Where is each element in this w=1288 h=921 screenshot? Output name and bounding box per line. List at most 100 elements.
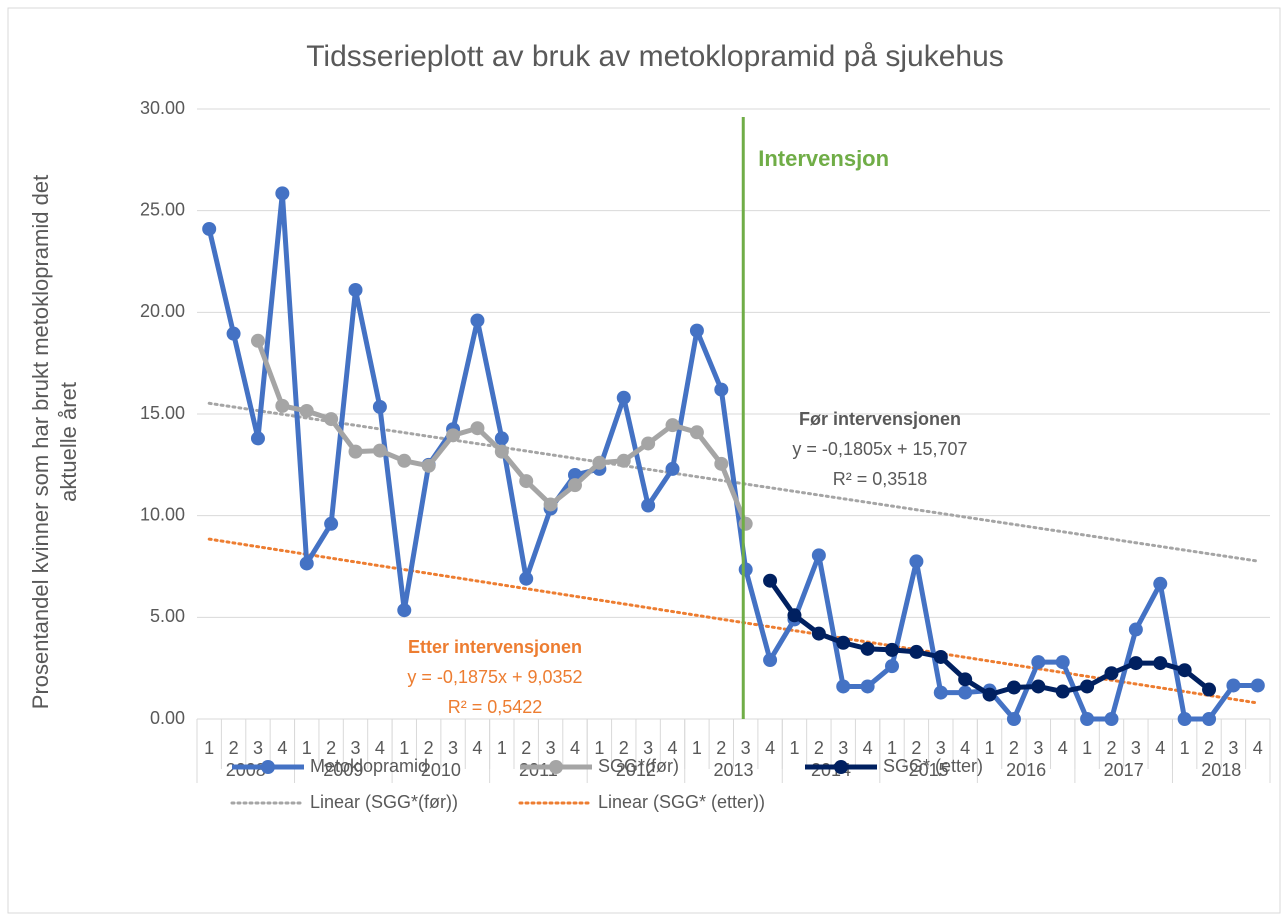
data-point: [348, 282, 363, 297]
annotation: Etter intervensjonen: [408, 637, 582, 657]
annotation: R² = 0,5422: [448, 697, 543, 717]
x-tick-label: 2: [1009, 738, 1019, 758]
x-tick-label: 4: [1058, 738, 1068, 758]
data-point: [1250, 678, 1265, 693]
trendline: [207, 537, 1260, 705]
data-point: [494, 444, 509, 459]
x-tick-label: 2: [619, 738, 629, 758]
x-tick-label: 3: [936, 738, 946, 758]
x-tick-label: 2: [716, 738, 726, 758]
x-tick-label: 1: [399, 738, 409, 758]
data-point: [738, 562, 753, 577]
x-group-label: 2017: [1104, 760, 1144, 780]
legend-label: SGG* (etter): [883, 756, 983, 776]
data-point: [519, 474, 534, 489]
x-group-label: 2015: [909, 760, 949, 780]
x-tick-label: 4: [472, 738, 482, 758]
data-point: [1177, 663, 1192, 678]
data-point: [641, 436, 656, 451]
x-tick-label: 2: [911, 738, 921, 758]
y-tick-label: 25.00: [140, 199, 185, 219]
data-point: [275, 186, 290, 201]
x-tick-label: 2: [521, 738, 531, 758]
legend-marker: [549, 760, 563, 774]
data-point: [616, 390, 631, 405]
data-point: [714, 382, 729, 397]
data-point: [1006, 712, 1021, 726]
data-point: [1104, 666, 1119, 681]
x-tick-label: 1: [204, 738, 214, 758]
legend-label: SGG*(før): [598, 756, 679, 776]
data-point: [372, 443, 387, 458]
data-point: [1080, 679, 1095, 694]
x-tick-label: 4: [1253, 738, 1263, 758]
x-tick-label: 3: [546, 738, 556, 758]
data-point: [689, 323, 704, 338]
data-point: [714, 456, 729, 471]
data-point: [763, 573, 778, 588]
x-tick-label: 1: [692, 738, 702, 758]
data-point: [738, 516, 753, 531]
annotation: R² = 0,3518: [833, 469, 928, 489]
data-point: [592, 455, 607, 470]
data-point: [421, 458, 436, 473]
x-tick-label: 1: [302, 738, 312, 758]
x-tick-label: 4: [668, 738, 678, 758]
x-tick-label: 1: [985, 738, 995, 758]
x-group-label: 2008: [226, 760, 266, 780]
data-point: [1177, 712, 1192, 726]
data-point: [567, 478, 582, 493]
legend-marker: [834, 760, 848, 774]
x-tick-label: 1: [789, 738, 799, 758]
x-tick-label: 4: [375, 738, 385, 758]
data-point: [836, 635, 851, 650]
data-point: [811, 548, 826, 563]
x-group-label: 2013: [713, 760, 753, 780]
x-tick-label: 1: [594, 738, 604, 758]
data-point: [641, 498, 656, 513]
legend-marker: [261, 760, 275, 774]
x-tick-label: 4: [1155, 738, 1165, 758]
data-point: [1202, 712, 1217, 726]
data-point: [763, 653, 778, 668]
x-tick-label: 2: [424, 738, 434, 758]
y-axis-label: aktuelle året: [56, 382, 81, 502]
data-point: [885, 659, 900, 674]
data-point: [397, 453, 412, 468]
data-point: [1031, 679, 1046, 694]
data-point: [689, 425, 704, 440]
x-tick-label: 2: [1204, 738, 1214, 758]
data-point: [299, 403, 314, 418]
data-point: [860, 679, 875, 694]
data-point: [811, 626, 826, 641]
data-point: [1128, 622, 1143, 637]
data-point: [1153, 656, 1168, 671]
x-tick-label: 3: [1033, 738, 1043, 758]
y-tick-label: 15.00: [140, 403, 185, 423]
chart-border: [7, 7, 1281, 914]
data-point: [958, 672, 973, 687]
chart-title: Tidsserieplott av bruk av metoklopramid …: [306, 40, 1004, 73]
x-tick-label: 1: [497, 738, 507, 758]
x-tick-label: 2: [1106, 738, 1116, 758]
data-point: [787, 608, 802, 623]
x-tick-label: 4: [863, 738, 873, 758]
data-point: [567, 468, 582, 482]
data-point: [933, 649, 948, 664]
y-tick-label: 30.00: [140, 98, 185, 118]
data-point: [1128, 656, 1143, 671]
data-point: [299, 556, 314, 571]
x-tick-label: 1: [1082, 738, 1092, 758]
data-point: [250, 333, 265, 348]
data-point: [470, 313, 485, 328]
x-tick-label: 1: [1180, 738, 1190, 758]
data-point: [958, 685, 973, 700]
x-tick-label: 4: [960, 738, 970, 758]
data-point: [909, 554, 924, 569]
data-point: [1006, 680, 1021, 695]
data-point: [909, 644, 924, 659]
y-tick-label: 10.00: [140, 504, 185, 524]
data-point: [1055, 655, 1070, 670]
x-group-label: 2018: [1201, 760, 1241, 780]
